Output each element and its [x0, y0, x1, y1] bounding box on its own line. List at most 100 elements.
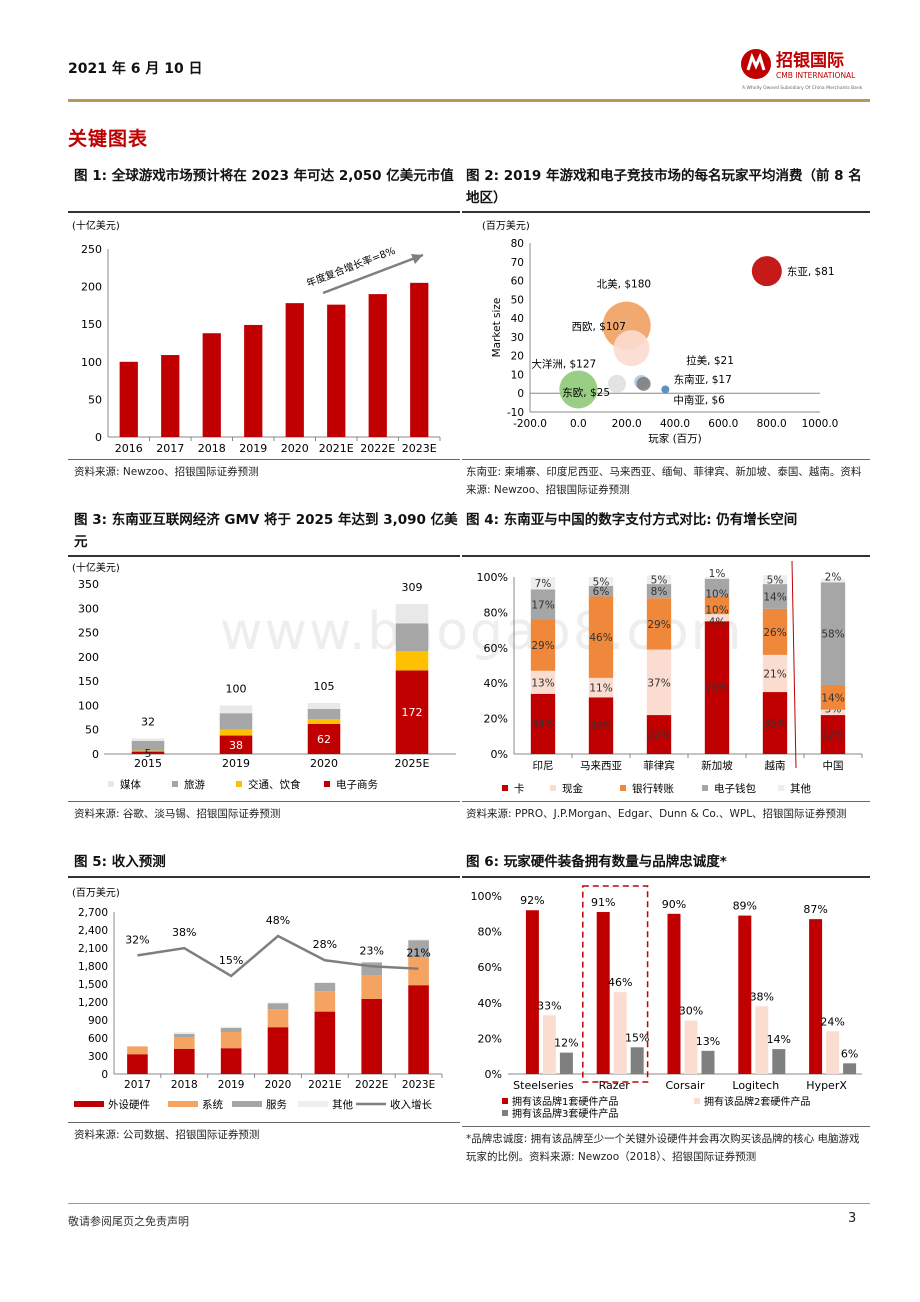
fig5-bar-segment [408, 957, 429, 986]
fig4-bar-segment [646, 715, 672, 754]
fig4-bar-segment [588, 585, 614, 597]
report-date: 2021 年 6 月 10 日 [68, 61, 203, 77]
fig5-unit: (百万美元) [72, 886, 120, 899]
fig3-xlabel: 2025E [395, 757, 430, 770]
fig2-bubble-label: 西欧, $107 [572, 321, 626, 333]
fig4-bar-segment [762, 608, 788, 655]
fig2-xtick: 1000.0 [802, 418, 839, 430]
fig4-bar-segment [820, 582, 846, 685]
fig5-xlabel: 2018 [171, 1079, 198, 1091]
fig5-xlabel: 2023E [402, 1079, 435, 1091]
fig6-legend-swatch [694, 1098, 700, 1104]
fig1-ytick: 50 [88, 393, 102, 406]
fig3-bar-segment [395, 603, 429, 624]
fig6-xlabel: Logitech [732, 1079, 779, 1092]
fig3-xlabel: 2019 [222, 757, 250, 770]
fig5-ytick: 1,800 [78, 961, 108, 973]
fig6-bar-label: 91% [591, 896, 615, 909]
fig2-xtick: 200.0 [612, 418, 642, 430]
fig4-segment-label: 75% [705, 683, 728, 695]
fig1-source: 资料来源: Newzoo、招银国际证券预测 [74, 466, 259, 478]
fig4-xlabel: 越南 [765, 759, 786, 772]
fig2-bubble-label: 大洋洲, $127 [531, 357, 596, 370]
fig5-xlabel: 2022E [355, 1079, 388, 1091]
fig2-ytick: 30 [511, 332, 524, 344]
fig6-razer-highlight [582, 885, 649, 1083]
fig2-bubble [661, 385, 670, 394]
fig4-ytick: 20% [484, 713, 508, 726]
cmb-logo: 招银国际 CMB INTERNATIONAL A Wholly Owned Su… [740, 44, 870, 94]
fig4-segment-label: 32% [589, 721, 612, 733]
fig4-bar-segment [530, 670, 556, 694]
fig2-bubble-label: 拉美, $21 [686, 354, 734, 367]
fig2-ytick: -10 [507, 407, 524, 419]
fig4-ytick: 80% [484, 606, 508, 619]
fig2-bubble [751, 256, 782, 287]
fig1-unit: (十亿美元) [72, 219, 120, 232]
fig3-bar-segment [219, 729, 253, 736]
fig5-xlabel: 2019 [218, 1079, 245, 1091]
fig5-bar-segment [314, 991, 336, 1012]
fig4-bar-segment [762, 584, 788, 609]
cmb-logo-icon: 招银国际 CMB INTERNATIONAL A Wholly Owned Su… [741, 49, 863, 91]
fig1-bar [327, 304, 346, 437]
fig3-bar-segment [307, 703, 341, 709]
fig5-xlabel: 2017 [124, 1079, 151, 1091]
fig1-bar [161, 355, 180, 437]
fig1-chart: (十亿美元) 0 50 100 150 200 250 2016 2017 2018 2019 202… [72, 219, 441, 455]
fig3-xlabel: 2015 [134, 757, 162, 770]
fig1-xlabel: 2023E [402, 442, 437, 455]
fig5-ytick: 900 [88, 1015, 108, 1027]
fig2-xtick: 400.0 [660, 418, 690, 430]
fig5-growth-label: 48% [266, 914, 290, 927]
fig2-xlabel: 玩家 (百万) [648, 432, 702, 445]
fig1-bar [410, 282, 429, 437]
fig2-bubble-label: 北美, $180 [597, 278, 651, 291]
fig2-xtick: 600.0 [708, 418, 738, 430]
fig4-bar-segment [762, 654, 788, 693]
fig6-bar-label: 38% [750, 990, 774, 1003]
section-title: 关键图表 [68, 128, 149, 150]
fig6-bar-label: 6% [841, 1047, 858, 1060]
fig5-bar-segment [267, 1003, 289, 1010]
fig6-bar [843, 1063, 857, 1074]
fig4-divider [791, 560, 797, 769]
fig4-segment-label: 7% [535, 578, 552, 590]
fig1-xlabel: 2019 [239, 442, 267, 455]
fig4-bar-segment [530, 577, 556, 590]
fig4-bar-segment [820, 578, 846, 583]
fig5-growth-label: 28% [313, 938, 337, 951]
fig6-legend-label: 拥有该品牌1套硬件产品 [512, 1095, 618, 1108]
fig5-xlabel: 2020 [265, 1079, 292, 1091]
fig5-bar-segment [361, 961, 383, 963]
fig6-bar [596, 912, 610, 1074]
fig4-bar-segment [588, 577, 614, 586]
fig4-bar-segment [646, 584, 672, 599]
fig6-legend-swatch [502, 1110, 508, 1116]
fig1-ytick: 250 [81, 243, 102, 256]
fig6-xlabel: Corsair [666, 1079, 705, 1092]
fig5-bar-segment [173, 1033, 195, 1038]
fig5-bar-segment [127, 1054, 148, 1074]
fig3-bar-segment [131, 750, 165, 752]
fig4-bar-segment [704, 614, 730, 622]
fig1-ytick: 100 [81, 356, 102, 369]
fig2-bubble-label: 东欧, $25 [562, 386, 610, 399]
fig5-bar-segment [220, 1026, 242, 1028]
fig3-legend-label: 电子商务 [336, 778, 378, 791]
fig2-xtick: 0.0 [570, 418, 587, 430]
fig3-total-label: 100 [226, 682, 247, 695]
fig4-ytick: 100% [477, 571, 508, 584]
fig5-bar-segment [361, 975, 383, 999]
fig6-ytick: 20% [478, 1032, 502, 1045]
fig4-segment-label: 11% [589, 683, 612, 695]
fig4-xlabel: 马来西亚 [580, 760, 622, 772]
fig6-bar-label: 87% [803, 903, 827, 916]
fig6-bar [559, 1052, 573, 1074]
fig3-source: 资料来源: 谷歌、淡马锡、招银国际证券预测 [74, 808, 281, 820]
fig4-segment-label: 2% [825, 572, 842, 584]
fig4-xlabel: 印尼 [533, 760, 554, 772]
fig3-bar-segment [395, 623, 429, 652]
fig4-bar-segment [820, 684, 846, 710]
fig4-bar-segment [588, 677, 614, 698]
